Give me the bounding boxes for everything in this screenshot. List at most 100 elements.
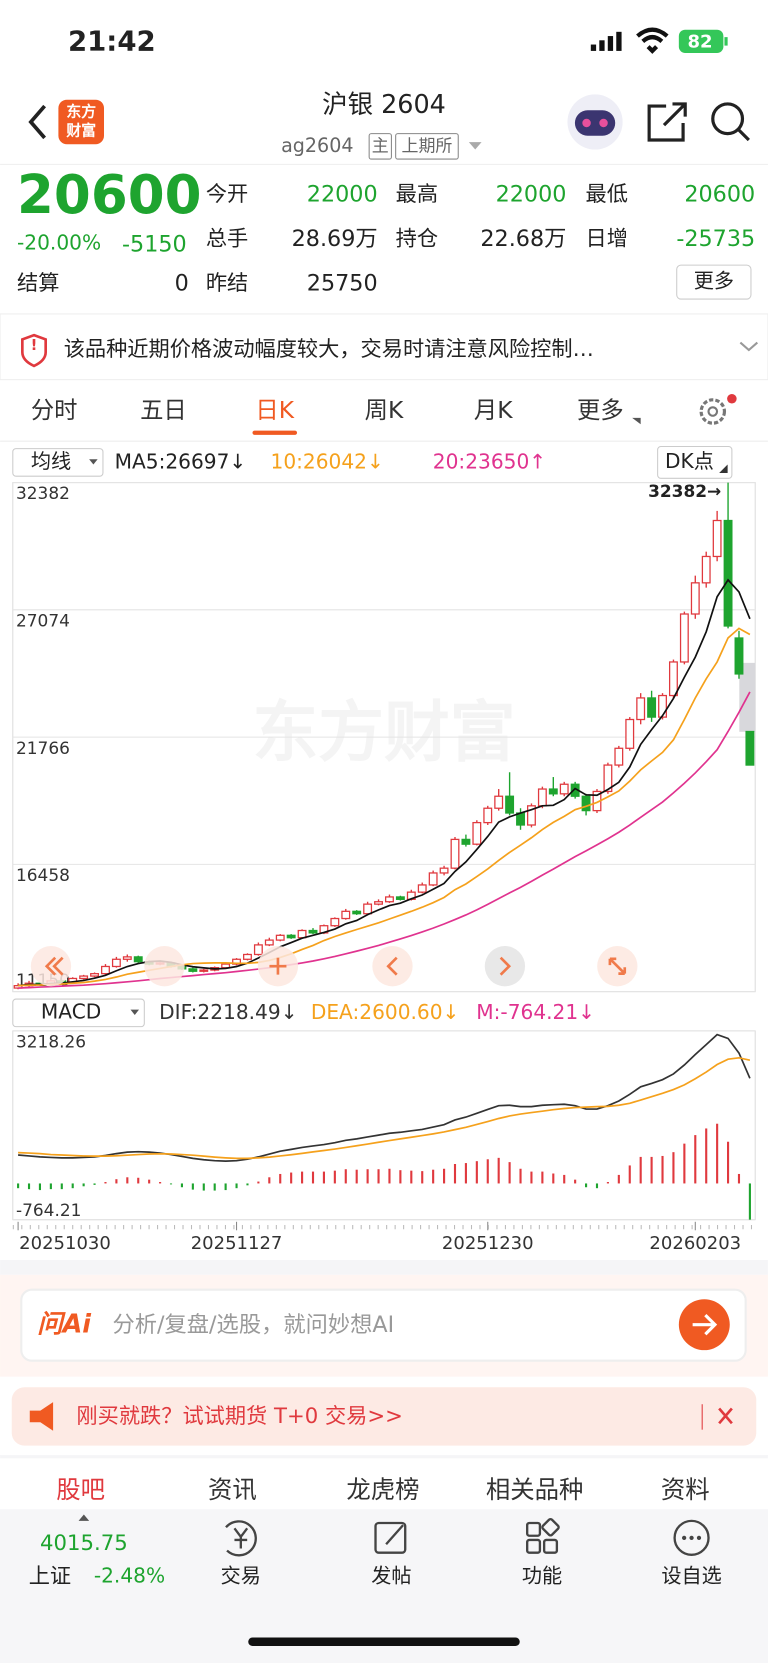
candle-body <box>253 944 263 956</box>
legend-arrow: ↓ <box>281 999 298 1023</box>
ma-line <box>18 578 751 987</box>
dots-icon <box>682 1535 702 1540</box>
section-gap <box>0 1259 768 1275</box>
dropdown-arrow[interactable] <box>468 142 482 150</box>
indicator-selector[interactable] <box>12 998 145 1028</box>
sub-tab[interactable]: 股吧 <box>56 1475 105 1504</box>
candle-body <box>723 519 733 627</box>
dk-button[interactable] <box>657 445 733 479</box>
home-indicator <box>248 1637 520 1647</box>
legend-entry: 20:23650↑ <box>433 449 546 473</box>
nav-label[interactable]: 发帖 <box>371 1564 411 1588</box>
candle-body <box>559 783 569 795</box>
nav-label[interactable]: 交易 <box>221 1564 261 1588</box>
kline-plot: 3238227074217661645811150 <box>12 482 756 993</box>
tag: 上期所 <box>402 135 453 155</box>
bottom-nav <box>0 1509 768 1663</box>
legend-arrow: ↓ <box>229 449 246 473</box>
candle-body <box>395 896 405 900</box>
share-button[interactable] <box>647 102 687 142</box>
signal-icon <box>590 31 622 51</box>
more-label[interactable]: 更多 <box>694 269 734 293</box>
ma-selector-label[interactable]: 均线 <box>31 449 71 473</box>
field-value: 22000 <box>496 182 567 208</box>
tag: 主 <box>372 135 389 155</box>
candle-body <box>712 519 722 558</box>
field-value: 25750 <box>307 271 378 297</box>
close-button[interactable] <box>718 1407 733 1425</box>
candle-body <box>701 555 711 584</box>
sub-tabs: 股吧 资讯 龙虎榜 相关品种 资料 <box>56 1475 709 1504</box>
candle-body <box>122 956 132 960</box>
sub-tab[interactable]: 资料 <box>661 1475 710 1504</box>
nav-icons <box>225 1517 710 1557</box>
macd-line <box>18 1033 751 1162</box>
title: 沪银 2604 <box>322 90 446 120</box>
search-button[interactable] <box>711 102 750 142</box>
ma-line <box>18 627 751 987</box>
field-value: 22.68万 <box>480 226 566 252</box>
candle-body <box>188 968 198 972</box>
dk-label[interactable]: DK点 <box>665 449 714 473</box>
more-button[interactable] <box>676 264 752 300</box>
nav-label[interactable]: 设自选 <box>661 1564 721 1588</box>
x-tick-label: 20251030 <box>19 1233 111 1254</box>
ai-logo: 问Ai <box>37 1310 91 1340</box>
notice: 该品种近期价格波动幅度较大，交易时请注意风险控制… <box>64 337 594 362</box>
nav-label[interactable]: 功能 <box>522 1564 562 1588</box>
candle-body <box>494 795 504 809</box>
candle-body <box>111 958 121 968</box>
legend-entry: DEA:2600.60↓ <box>311 999 460 1023</box>
y-tick-label: 16458 <box>16 865 70 885</box>
warning-mark: ! <box>31 337 38 354</box>
period-tab[interactable]: 月K <box>474 396 513 424</box>
ai-input[interactable] <box>20 1288 747 1362</box>
legend-arrow: ↓ <box>578 999 595 1023</box>
period-tab[interactable]: 日K <box>255 396 294 424</box>
tab-underline <box>252 430 298 435</box>
sub-tab[interactable]: 资讯 <box>208 1475 257 1504</box>
candle-body <box>286 934 296 939</box>
change: -5150 <box>122 231 187 257</box>
sub-tab[interactable]: 相关品种 <box>486 1475 584 1504</box>
expand-chevron[interactable] <box>739 341 759 352</box>
field-label: 昨结 <box>206 271 248 296</box>
sub-tab[interactable]: 龙虎榜 <box>346 1475 419 1504</box>
candle-body <box>603 764 613 793</box>
ma-selector[interactable] <box>12 448 104 477</box>
candle-body <box>79 975 89 980</box>
legend-entry: 10:26042↓ <box>271 449 384 473</box>
indicator-label[interactable]: MACD <box>41 999 101 1023</box>
legend-name: MA5:26697 <box>115 449 230 473</box>
field-value: -25735 <box>676 226 755 252</box>
period-tab[interactable]: 更多 <box>577 396 624 424</box>
last-price: 20600 <box>17 164 201 226</box>
change-pct: -20.00% <box>17 230 101 254</box>
index-change[interactable]: -2.48% <box>94 1564 165 1588</box>
settings-button[interactable] <box>699 394 737 425</box>
index-value[interactable]: 4015.75 <box>40 1531 128 1556</box>
clock: 21:42 <box>68 24 156 57</box>
period-tab[interactable]: 周K <box>365 396 404 424</box>
back-button[interactable] <box>28 104 47 140</box>
period-tab[interactable]: 分时 <box>31 396 78 424</box>
notice-bar[interactable] <box>0 313 768 381</box>
ai-placeholder[interactable]: 分析/复盘/选股，就问妙想AI <box>112 1312 394 1338</box>
assistant-icon[interactable] <box>567 94 623 150</box>
chart-controls[interactable] <box>30 946 638 987</box>
candle-body <box>636 697 646 721</box>
promo-banner[interactable] <box>11 1387 757 1446</box>
watermark: 东方财富 <box>252 694 515 771</box>
candle-body <box>374 901 383 905</box>
y-tick-label: -764.21 <box>16 1200 81 1220</box>
arrow-icon <box>692 1314 718 1336</box>
field-value: 0 <box>175 271 189 297</box>
ma-line <box>18 691 751 989</box>
legend-name: DIF:2218.49 <box>159 999 281 1023</box>
candle-body <box>439 867 449 874</box>
period-tab[interactable]: 五日 <box>140 396 187 424</box>
legend-entry: DIF:2218.49↓ <box>159 999 297 1023</box>
candle-body <box>352 910 362 915</box>
index-name[interactable]: 上证 <box>29 1564 71 1589</box>
